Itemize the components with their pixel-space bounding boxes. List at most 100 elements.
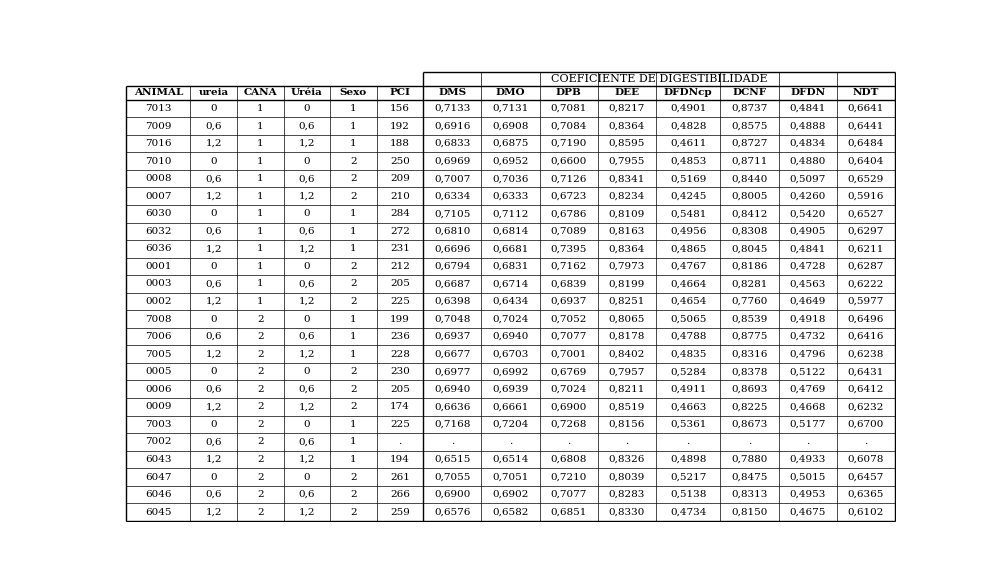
Text: 2: 2	[350, 367, 357, 376]
Text: 0,8539: 0,8539	[731, 315, 768, 323]
Text: 2: 2	[257, 508, 264, 517]
Text: 0,6441: 0,6441	[848, 122, 884, 130]
Text: 0008: 0008	[145, 174, 171, 183]
Text: 0,6416: 0,6416	[848, 332, 884, 341]
Text: 0: 0	[304, 420, 310, 429]
Text: 0,6687: 0,6687	[434, 279, 470, 288]
Text: 2: 2	[257, 350, 264, 359]
Text: 0,8225: 0,8225	[731, 402, 768, 411]
Text: 1,2: 1,2	[205, 455, 222, 464]
Text: 0,7077: 0,7077	[551, 490, 587, 499]
Text: 0,6939: 0,6939	[492, 384, 529, 394]
Text: .: .	[865, 437, 868, 447]
Text: 6047: 6047	[145, 473, 171, 481]
Text: 0,7268: 0,7268	[551, 420, 587, 429]
Text: 1,2: 1,2	[299, 508, 315, 517]
Text: 0,6839: 0,6839	[551, 279, 587, 288]
Text: 1: 1	[350, 244, 357, 254]
Text: 0,6677: 0,6677	[434, 350, 470, 359]
Text: 0003: 0003	[145, 279, 171, 288]
Text: 0,8775: 0,8775	[731, 332, 768, 341]
Text: 2: 2	[350, 402, 357, 411]
Text: 6036: 6036	[145, 244, 171, 254]
Text: 0,6940: 0,6940	[492, 332, 529, 341]
Text: 212: 212	[390, 262, 410, 271]
Text: 0,7957: 0,7957	[609, 367, 645, 376]
Text: .: .	[806, 437, 809, 447]
Text: 0,6222: 0,6222	[848, 279, 884, 288]
Text: 6032: 6032	[145, 227, 171, 236]
Text: 0,6078: 0,6078	[848, 455, 884, 464]
Text: 0,7052: 0,7052	[551, 315, 587, 323]
Text: 0,8519: 0,8519	[609, 402, 645, 411]
Text: 0,6661: 0,6661	[492, 402, 529, 411]
Text: 6030: 6030	[145, 210, 171, 218]
Text: 0,8316: 0,8316	[731, 350, 768, 359]
Text: 0,4841: 0,4841	[790, 244, 826, 254]
Text: 1,2: 1,2	[299, 244, 315, 254]
Text: 0,6211: 0,6211	[848, 244, 884, 254]
Text: 0,4834: 0,4834	[790, 139, 826, 148]
Text: 0,8150: 0,8150	[731, 508, 768, 517]
Text: 1: 1	[350, 332, 357, 341]
Text: 188: 188	[390, 139, 410, 148]
Text: 0: 0	[304, 262, 310, 271]
Text: 0,6: 0,6	[299, 174, 315, 183]
Text: 1: 1	[350, 437, 357, 447]
Text: 0,4767: 0,4767	[670, 262, 706, 271]
Text: 0,5169: 0,5169	[670, 174, 706, 183]
Text: 0,8575: 0,8575	[731, 122, 768, 130]
Text: 1: 1	[257, 192, 264, 201]
Text: 0,4649: 0,4649	[790, 297, 826, 306]
Text: 0,6484: 0,6484	[848, 139, 884, 148]
Text: DEE: DEE	[615, 88, 639, 97]
Text: 1,2: 1,2	[205, 297, 222, 306]
Text: 1: 1	[350, 104, 357, 113]
Text: NDT: NDT	[853, 88, 878, 97]
Text: 0,8234: 0,8234	[609, 192, 645, 201]
Text: 0,8693: 0,8693	[731, 384, 768, 394]
Text: 0,5420: 0,5420	[790, 210, 826, 218]
Text: 0,5916: 0,5916	[848, 192, 884, 201]
Text: 0,6398: 0,6398	[434, 297, 470, 306]
Text: DMO: DMO	[496, 88, 525, 97]
Text: 2: 2	[350, 192, 357, 201]
Text: 0,4880: 0,4880	[790, 157, 826, 166]
Text: 0,8364: 0,8364	[609, 122, 645, 130]
Text: 0,6297: 0,6297	[848, 227, 884, 236]
Text: 0,6457: 0,6457	[848, 473, 884, 481]
Text: 174: 174	[390, 402, 410, 411]
Text: 1: 1	[257, 297, 264, 306]
Text: 0,6527: 0,6527	[848, 210, 884, 218]
Text: 0,6: 0,6	[299, 332, 315, 341]
Text: 0,6582: 0,6582	[492, 508, 529, 517]
Text: 0,7760: 0,7760	[731, 297, 768, 306]
Text: 2: 2	[350, 490, 357, 499]
Text: 0,6: 0,6	[205, 437, 222, 447]
Text: 0,7048: 0,7048	[434, 315, 470, 323]
Text: 0,7190: 0,7190	[551, 139, 587, 148]
Text: 0,6900: 0,6900	[434, 490, 470, 499]
Text: 0,7089: 0,7089	[551, 227, 587, 236]
Text: 1,2: 1,2	[299, 192, 315, 201]
Text: 0,7955: 0,7955	[609, 157, 645, 166]
Text: 2: 2	[350, 262, 357, 271]
Text: 0,7204: 0,7204	[492, 420, 529, 429]
Text: 0,7001: 0,7001	[551, 350, 587, 359]
Text: 0,7973: 0,7973	[609, 262, 645, 271]
Text: Sexo: Sexo	[340, 88, 367, 97]
Text: 2: 2	[350, 174, 357, 183]
Text: 0,6: 0,6	[299, 279, 315, 288]
Text: 0,5097: 0,5097	[790, 174, 826, 183]
Text: .: .	[686, 437, 690, 447]
Text: 0,4788: 0,4788	[670, 332, 706, 341]
Text: .: .	[509, 437, 512, 447]
Text: 266: 266	[390, 490, 410, 499]
Text: 0,4611: 0,4611	[670, 139, 706, 148]
Text: 0: 0	[210, 262, 217, 271]
Text: 1: 1	[257, 210, 264, 218]
Text: 7009: 7009	[145, 122, 171, 130]
Text: 0: 0	[304, 315, 310, 323]
Text: 2: 2	[257, 437, 264, 447]
Text: 0,7131: 0,7131	[492, 104, 529, 113]
